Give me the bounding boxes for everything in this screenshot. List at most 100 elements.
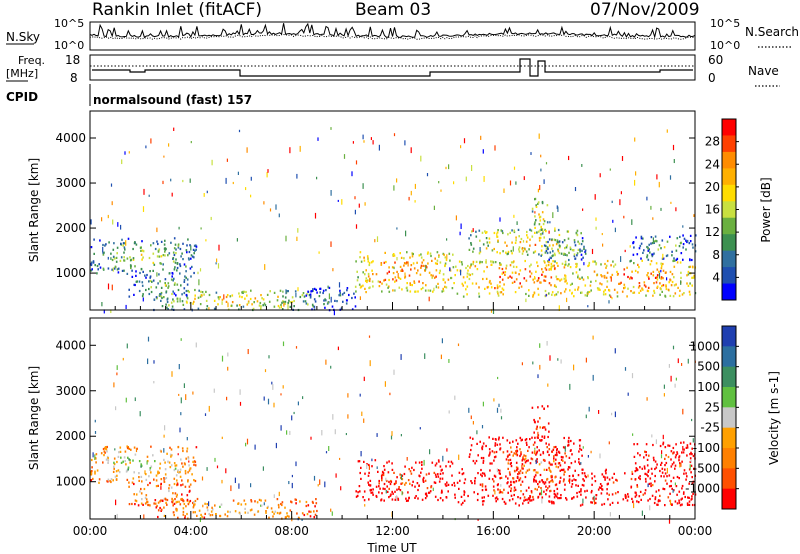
data-cell — [184, 485, 187, 488]
data-cell — [171, 497, 173, 500]
data-cell — [691, 497, 693, 500]
colorbar-swatch — [722, 267, 736, 285]
freq-tick-low: 8 — [70, 71, 78, 85]
data-cell — [543, 435, 546, 438]
data-cell — [393, 471, 395, 474]
data-cell — [673, 461, 675, 464]
data-cell — [371, 280, 374, 283]
data-cell — [536, 279, 539, 283]
data-cell — [165, 476, 168, 480]
data-cell — [152, 269, 154, 272]
data-cell — [522, 502, 524, 505]
data-cell — [221, 298, 224, 301]
data-cell — [535, 205, 538, 208]
data-cell — [488, 477, 491, 480]
data-cell — [367, 279, 369, 282]
data-cell — [469, 273, 471, 277]
data-cell — [123, 259, 125, 262]
data-cell — [498, 436, 500, 439]
data-cell — [512, 454, 514, 457]
data-cell — [548, 468, 551, 471]
data-cell — [671, 254, 673, 257]
data-cell — [133, 482, 135, 486]
data-cell — [151, 280, 153, 283]
sparse-echo — [482, 149, 484, 154]
data-cell — [192, 501, 194, 505]
sparse-echo — [327, 285, 329, 289]
data-cell — [584, 250, 586, 253]
data-cell — [108, 241, 110, 244]
colorbar-tick-label: 20 — [705, 180, 720, 194]
data-cell — [367, 275, 370, 278]
data-cell — [413, 280, 415, 283]
data-cell — [578, 458, 580, 461]
data-cell — [653, 459, 655, 462]
data-cell — [143, 487, 146, 491]
data-cell — [475, 260, 478, 263]
data-cell — [391, 462, 393, 465]
sparse-echo — [509, 180, 512, 186]
data-cell — [631, 270, 633, 273]
data-cell — [650, 272, 652, 275]
data-cell — [691, 276, 693, 279]
data-cell — [487, 494, 490, 497]
data-cell — [520, 285, 523, 288]
sparse-echo — [225, 177, 227, 184]
data-cell — [503, 500, 506, 503]
data-cell — [511, 229, 513, 232]
data-cell — [642, 288, 644, 291]
data-cell — [164, 254, 166, 257]
data-cell — [525, 489, 528, 492]
data-cell — [176, 300, 179, 303]
data-cell — [681, 503, 683, 506]
data-cell — [343, 291, 346, 294]
data-cell — [675, 249, 678, 252]
data-cell — [117, 267, 120, 270]
data-cell — [395, 480, 397, 483]
sparse-echo — [564, 445, 566, 452]
sparse-echo — [278, 213, 280, 218]
sparse-echo — [122, 357, 124, 361]
data-cell — [159, 506, 161, 510]
data-cell — [126, 257, 129, 260]
data-cell — [478, 252, 481, 255]
data-cell — [549, 251, 552, 254]
data-cell — [514, 488, 517, 491]
sparse-echo — [573, 364, 575, 371]
data-cell — [465, 288, 467, 291]
data-cell — [682, 246, 684, 249]
data-cell — [523, 499, 525, 502]
sparse-echo — [554, 227, 556, 231]
data-cell — [179, 264, 182, 268]
data-cell — [593, 270, 596, 273]
sparse-echo — [145, 145, 147, 149]
data-cell — [195, 244, 197, 247]
data-cell — [193, 244, 196, 247]
data-cell — [538, 239, 541, 242]
sparse-echo — [221, 301, 223, 305]
data-cell — [445, 258, 448, 262]
data-cell — [246, 294, 248, 297]
data-cell — [187, 257, 190, 260]
data-cell — [643, 284, 646, 287]
data-cell — [354, 296, 356, 299]
sparse-echo — [385, 477, 387, 482]
sparse-echo — [672, 489, 674, 493]
data-cell — [548, 244, 551, 247]
sparse-echo — [337, 199, 339, 202]
data-cell — [518, 273, 520, 276]
sparse-echo — [334, 429, 336, 435]
sparse-echo — [110, 309, 112, 314]
sparse-echo — [426, 173, 429, 177]
data-cell — [468, 277, 471, 281]
sparse-echo — [147, 336, 150, 342]
data-cell — [647, 272, 649, 275]
data-cell — [399, 265, 402, 268]
data-cell — [312, 501, 314, 504]
data-cell — [548, 443, 550, 446]
data-cell — [401, 268, 403, 271]
sparse-echo — [602, 243, 604, 247]
data-cell — [564, 274, 566, 277]
data-cell — [127, 237, 130, 240]
data-cell — [258, 304, 261, 307]
